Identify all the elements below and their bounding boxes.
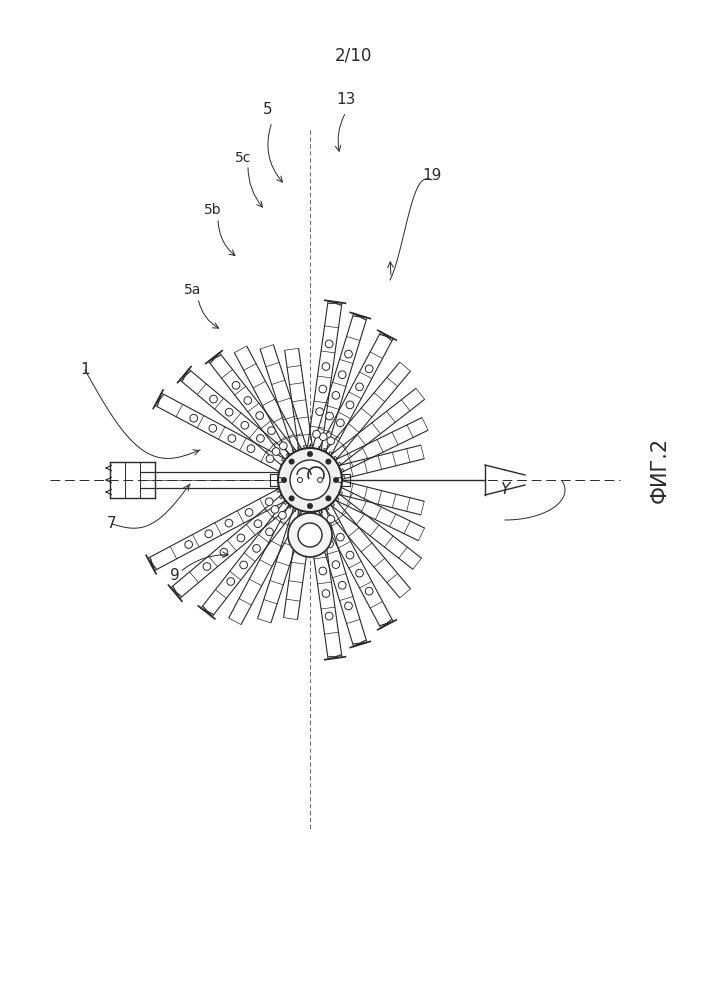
Circle shape — [252, 545, 260, 552]
Circle shape — [266, 528, 274, 536]
Circle shape — [366, 587, 373, 595]
Circle shape — [203, 563, 211, 570]
Circle shape — [325, 612, 333, 620]
Circle shape — [256, 412, 264, 419]
Circle shape — [225, 519, 233, 527]
Text: 5c: 5c — [235, 151, 251, 165]
Circle shape — [271, 506, 279, 513]
Circle shape — [205, 530, 213, 538]
Circle shape — [339, 371, 346, 379]
Circle shape — [257, 435, 264, 442]
Circle shape — [320, 433, 327, 441]
Circle shape — [332, 392, 340, 399]
Circle shape — [220, 548, 228, 556]
Circle shape — [226, 408, 233, 416]
Circle shape — [316, 545, 324, 552]
Circle shape — [298, 523, 322, 547]
Circle shape — [316, 408, 324, 415]
Text: 13: 13 — [337, 93, 356, 107]
Circle shape — [337, 419, 344, 427]
Circle shape — [185, 541, 192, 548]
Circle shape — [366, 365, 373, 373]
Text: 1: 1 — [80, 362, 90, 377]
Text: 5b: 5b — [204, 203, 222, 217]
Circle shape — [244, 397, 252, 404]
Text: 19: 19 — [422, 167, 442, 182]
Circle shape — [268, 427, 275, 435]
Circle shape — [254, 520, 262, 528]
Circle shape — [247, 445, 255, 452]
Circle shape — [279, 442, 287, 450]
Circle shape — [337, 533, 344, 541]
Circle shape — [356, 383, 363, 391]
Circle shape — [319, 385, 327, 393]
Circle shape — [312, 430, 320, 438]
Circle shape — [240, 561, 247, 569]
Circle shape — [288, 459, 295, 465]
Circle shape — [326, 540, 334, 548]
Circle shape — [325, 459, 332, 465]
Circle shape — [245, 509, 253, 516]
Circle shape — [290, 460, 330, 500]
Text: 5: 5 — [263, 103, 273, 117]
Circle shape — [322, 590, 329, 597]
Circle shape — [319, 567, 327, 575]
Circle shape — [339, 581, 346, 589]
Circle shape — [344, 350, 352, 358]
Circle shape — [333, 477, 339, 483]
Circle shape — [325, 340, 333, 348]
Circle shape — [307, 503, 313, 509]
Circle shape — [265, 498, 273, 506]
Circle shape — [346, 551, 354, 559]
Circle shape — [281, 477, 287, 483]
Circle shape — [272, 448, 280, 455]
Circle shape — [227, 578, 235, 585]
Text: ФИГ.2: ФИГ.2 — [650, 437, 670, 503]
Circle shape — [288, 495, 295, 501]
Circle shape — [327, 437, 334, 445]
Text: 7: 7 — [107, 516, 117, 532]
Circle shape — [320, 519, 327, 527]
Circle shape — [237, 534, 245, 542]
Circle shape — [241, 421, 249, 429]
Text: 9: 9 — [170, 568, 180, 582]
Text: 2/10: 2/10 — [334, 46, 372, 64]
Circle shape — [356, 569, 363, 577]
Circle shape — [266, 455, 274, 463]
Circle shape — [346, 401, 354, 409]
Circle shape — [322, 363, 329, 370]
Circle shape — [332, 561, 340, 568]
Circle shape — [326, 412, 334, 420]
Circle shape — [312, 522, 320, 530]
Circle shape — [279, 511, 286, 519]
Circle shape — [278, 448, 342, 512]
Text: 5a: 5a — [185, 283, 201, 297]
Circle shape — [190, 414, 197, 422]
Circle shape — [209, 424, 216, 432]
Circle shape — [344, 602, 352, 610]
Circle shape — [228, 435, 235, 442]
Circle shape — [210, 395, 217, 403]
Circle shape — [325, 495, 332, 501]
Circle shape — [327, 515, 334, 523]
Circle shape — [232, 381, 240, 389]
Text: Y: Y — [501, 483, 510, 497]
Circle shape — [288, 513, 332, 557]
Circle shape — [307, 451, 313, 457]
